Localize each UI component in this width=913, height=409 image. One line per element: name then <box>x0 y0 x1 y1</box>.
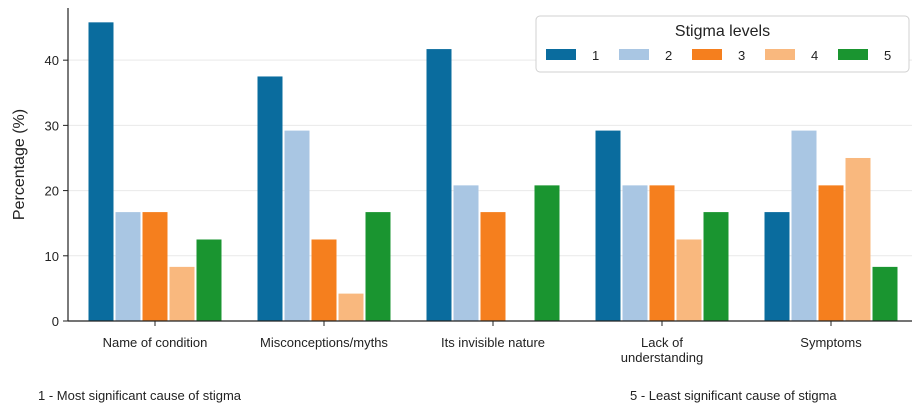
bar-3-level-5 <box>534 185 560 321</box>
legend-swatch-3 <box>692 49 722 60</box>
bar-1-level-1 <box>88 22 114 322</box>
bar-5-level-4 <box>845 157 871 321</box>
x-tick-label: understanding <box>621 350 703 365</box>
x-tick-label: Symptoms <box>800 335 862 350</box>
bar-2-level-3 <box>311 239 337 321</box>
legend-swatch-5 <box>838 49 868 60</box>
legend-label-1: 1 <box>592 48 599 63</box>
bar-2-level-2 <box>284 130 310 321</box>
legend-swatch-2 <box>619 49 649 60</box>
legend-swatch-4 <box>765 49 795 60</box>
bar-4-level-4 <box>676 239 702 321</box>
bars <box>88 22 898 322</box>
bar-3-level-2 <box>453 185 479 321</box>
bar-4-level-3 <box>649 185 675 321</box>
legend-swatch-1 <box>546 49 576 60</box>
y-tick-label: 30 <box>45 118 59 133</box>
x-tick-label: Misconceptions/myths <box>260 335 388 350</box>
legend-label-2: 2 <box>665 48 672 63</box>
bar-2-level-5 <box>365 212 391 321</box>
bar-1-level-2 <box>115 212 141 321</box>
legend-label-3: 3 <box>738 48 745 63</box>
bar-4-level-5 <box>703 212 729 321</box>
bar-5-level-3 <box>818 185 844 321</box>
x-tick-label: Its invisible nature <box>441 335 545 350</box>
bar-1-level-4 <box>169 266 195 321</box>
legend-label-5: 5 <box>884 48 891 63</box>
bar-1-level-3 <box>142 212 168 321</box>
y-tick-label: 10 <box>45 249 59 264</box>
x-tick-label: Name of condition <box>103 335 208 350</box>
y-tick-label: 20 <box>45 184 59 199</box>
x-tick-label: Lack of <box>641 335 683 350</box>
bar-4-level-2 <box>622 185 648 321</box>
bar-2-level-1 <box>257 76 283 321</box>
bar-5-level-5 <box>872 266 898 321</box>
bar-3-level-1 <box>426 49 452 322</box>
legend-title: Stigma levels <box>675 23 770 40</box>
bar-2-level-4 <box>338 293 364 321</box>
y-axis-label: Percentage (%) <box>11 109 28 220</box>
bar-1-level-5 <box>196 239 222 321</box>
bar-chart: 0 10 20 30 40 Name of condition Misconceptions… <box>11 8 912 365</box>
y-tick-label: 0 <box>52 314 59 329</box>
legend-label-4: 4 <box>811 48 818 63</box>
bar-5-level-2 <box>791 130 817 321</box>
bar-5-level-1 <box>764 212 790 321</box>
bar-4-level-1 <box>595 130 621 321</box>
tick-labels: 0 10 20 30 40 Name of condition Misconceptions… <box>45 53 863 365</box>
bar-3-level-3 <box>480 212 506 321</box>
y-tick-label: 40 <box>45 53 59 68</box>
axes <box>63 8 912 326</box>
footnote-least-significant: 5 - Least significant cause of stigma <box>630 388 837 403</box>
footnote-most-significant: 1 - Most significant cause of stigma <box>38 388 242 403</box>
legend: Stigma levels 1 2 3 4 5 <box>535 15 910 73</box>
